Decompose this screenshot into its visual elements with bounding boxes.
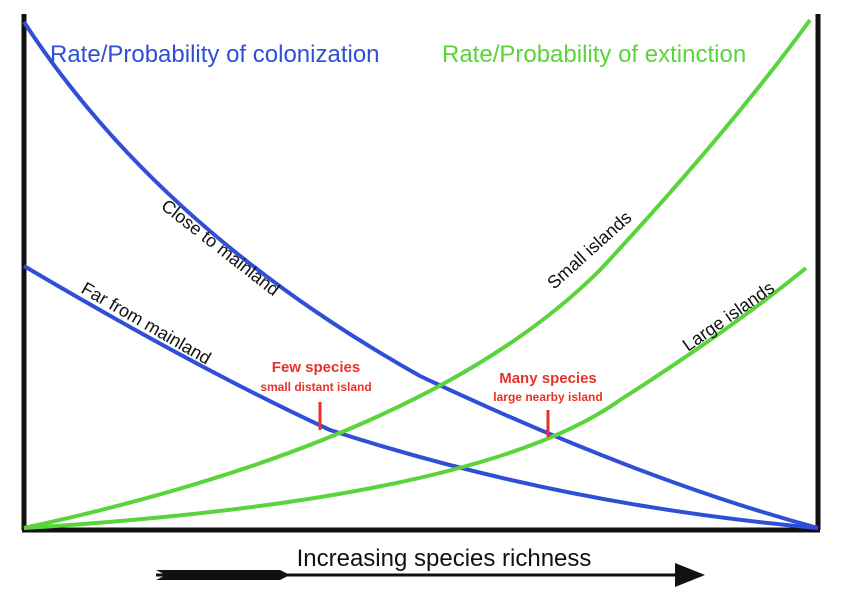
far-from-mainland-label: Far from mainland	[78, 278, 214, 368]
many-species-subtitle: large nearby island	[493, 390, 602, 404]
colonization-title: Rate/Probability of colonization	[50, 41, 380, 68]
far-from-mainland-curve	[22, 264, 819, 530]
x-axis-label: Increasing species richness	[297, 545, 592, 572]
close-to-mainland-curve	[22, 20, 819, 530]
small-islands-curve	[23, 18, 812, 530]
arrow-tail-icon	[156, 570, 290, 580]
many-species-title: Many species	[499, 370, 597, 387]
few-species-subtitle: small distant island	[260, 380, 371, 394]
close-to-mainland-label: Close to mainland	[158, 195, 284, 299]
few-species-title: Few species	[272, 359, 360, 376]
large-islands-curve	[23, 266, 808, 530]
extinction-title: Rate/Probability of extinction	[442, 41, 746, 68]
large-islands-label: Large islands	[679, 277, 778, 355]
